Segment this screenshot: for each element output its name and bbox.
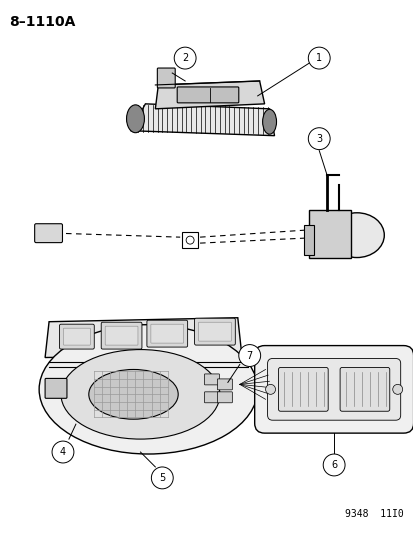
Circle shape xyxy=(151,467,173,489)
Text: 1: 1 xyxy=(316,53,322,63)
FancyBboxPatch shape xyxy=(339,367,389,411)
FancyBboxPatch shape xyxy=(147,320,187,347)
Circle shape xyxy=(186,236,194,244)
FancyBboxPatch shape xyxy=(217,392,232,403)
Text: 3: 3 xyxy=(316,134,322,144)
Bar xyxy=(304,225,313,255)
FancyBboxPatch shape xyxy=(150,324,183,343)
FancyBboxPatch shape xyxy=(194,318,235,345)
Text: 7: 7 xyxy=(246,351,252,360)
FancyBboxPatch shape xyxy=(157,68,175,88)
Ellipse shape xyxy=(39,325,257,454)
Circle shape xyxy=(323,454,344,476)
FancyBboxPatch shape xyxy=(198,322,231,341)
Text: 5: 5 xyxy=(159,473,165,483)
Ellipse shape xyxy=(126,105,144,133)
Circle shape xyxy=(392,384,402,394)
FancyBboxPatch shape xyxy=(177,87,238,103)
Polygon shape xyxy=(130,104,274,136)
Polygon shape xyxy=(45,318,241,358)
Circle shape xyxy=(265,384,275,394)
FancyBboxPatch shape xyxy=(278,367,328,411)
Ellipse shape xyxy=(329,213,383,257)
FancyBboxPatch shape xyxy=(45,378,67,398)
FancyBboxPatch shape xyxy=(267,359,400,420)
Bar xyxy=(309,211,350,258)
Text: 9348  11I0: 9348 11I0 xyxy=(344,508,403,519)
FancyBboxPatch shape xyxy=(204,392,219,403)
Text: 6: 6 xyxy=(330,460,337,470)
FancyBboxPatch shape xyxy=(35,224,62,243)
FancyBboxPatch shape xyxy=(217,379,232,390)
Ellipse shape xyxy=(262,109,276,134)
FancyBboxPatch shape xyxy=(63,328,90,345)
Circle shape xyxy=(238,345,260,367)
FancyBboxPatch shape xyxy=(59,324,94,349)
Polygon shape xyxy=(155,81,264,109)
Bar xyxy=(182,232,197,248)
Circle shape xyxy=(52,441,74,463)
Circle shape xyxy=(308,47,330,69)
Ellipse shape xyxy=(61,350,219,439)
FancyBboxPatch shape xyxy=(254,345,413,433)
FancyBboxPatch shape xyxy=(204,374,219,385)
Text: 2: 2 xyxy=(182,53,188,63)
FancyBboxPatch shape xyxy=(105,326,138,345)
Circle shape xyxy=(174,47,196,69)
Text: 8–1110A: 8–1110A xyxy=(9,15,76,29)
Circle shape xyxy=(308,128,330,150)
Text: 4: 4 xyxy=(60,447,66,457)
FancyBboxPatch shape xyxy=(101,322,142,349)
Ellipse shape xyxy=(88,369,178,419)
